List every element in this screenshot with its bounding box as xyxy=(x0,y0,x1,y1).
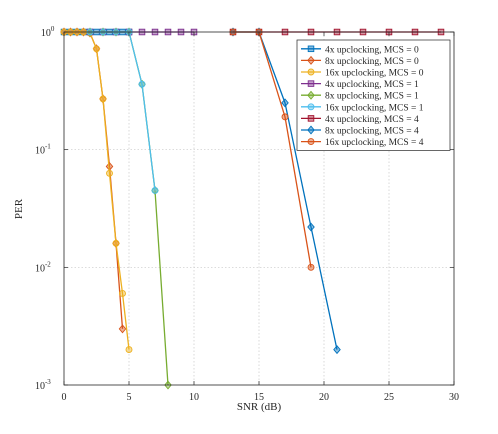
legend-marker xyxy=(307,90,315,100)
data-point xyxy=(99,95,107,103)
legend-entry: 8x upclocking, MCS = 1 xyxy=(301,90,419,102)
y-tick-label: 10-2 xyxy=(35,260,51,274)
legend-label: 8x upclocking, MCS = 0 xyxy=(325,57,419,67)
x-tick-label: 0 xyxy=(62,392,67,403)
data-point xyxy=(118,324,127,334)
legend-entry: 16x upclocking, MCS = 0 xyxy=(301,69,424,79)
data-point xyxy=(112,239,120,247)
y-tick-exponent: -3 xyxy=(45,378,51,386)
legend-label: 16x upclocking, MCS = 4 xyxy=(325,138,424,148)
data-point xyxy=(281,98,289,108)
legend-entry: 8x upclocking, MCS = 0 xyxy=(301,55,419,67)
grid xyxy=(64,32,454,385)
data-point xyxy=(151,187,159,194)
legend-box xyxy=(296,39,451,151)
data-point xyxy=(138,80,146,88)
data-point xyxy=(151,185,159,195)
y-tick-mantissa: 10 xyxy=(35,263,45,274)
legend-entry: 4x upclocking, MCS = 4 xyxy=(301,115,419,125)
legend-label: 16x upclocking, MCS = 1 xyxy=(325,103,424,113)
x-tick-label: 15 xyxy=(254,392,264,403)
data-point xyxy=(125,346,133,354)
legend-entry: 16x upclocking, MCS = 1 xyxy=(301,103,424,113)
y-tick-exponent: -2 xyxy=(45,260,51,268)
data-point xyxy=(106,169,113,177)
data-point xyxy=(307,263,315,271)
y-tick-mantissa: 10 xyxy=(41,28,51,39)
legend-marker xyxy=(307,80,315,87)
y-axis-label: PER xyxy=(13,198,25,219)
data-point xyxy=(281,113,289,121)
y-tick-mantissa: 10 xyxy=(35,146,45,157)
data-point xyxy=(307,222,315,232)
legend-marker xyxy=(307,55,315,65)
legend-marker xyxy=(307,125,315,135)
legend-label: 4x upclocking, MCS = 4 xyxy=(325,115,419,125)
y-tick-label: 10-1 xyxy=(35,143,51,157)
legend: 4x upclocking, MCS = 0 8x upclocking, MCS… xyxy=(296,39,451,151)
legend-label: 16x upclocking, MCS = 0 xyxy=(325,69,424,79)
legend-entry: 16x upclocking, MCS = 4 xyxy=(301,138,424,148)
data-point xyxy=(333,345,341,355)
legend-marker xyxy=(307,138,315,146)
legend-marker xyxy=(307,45,315,53)
y-tick-mantissa: 10 xyxy=(35,381,45,392)
legend-label: 4x upclocking, MCS = 0 xyxy=(325,45,419,55)
legend-entry: 8x upclocking, MCS = 4 xyxy=(301,125,419,137)
x-axis-label: SNR (dB) xyxy=(237,401,282,413)
legend-entry: 4x upclocking, MCS = 0 xyxy=(301,45,419,55)
x-tick-label: 30 xyxy=(449,392,459,403)
legend-label: 8x upclocking, MCS = 1 xyxy=(325,92,419,102)
legend-marker xyxy=(307,103,315,111)
legend-marker xyxy=(307,115,315,122)
x-tick-label: 10 xyxy=(189,392,199,403)
x-tick-label: 20 xyxy=(319,392,329,403)
data-point xyxy=(119,289,126,297)
y-tick-exponent: 0 xyxy=(51,25,55,33)
data-point xyxy=(93,45,100,53)
x-tick-label: 5 xyxy=(127,392,132,403)
y-tick-label: 10-3 xyxy=(35,378,51,392)
legend-label: 8x upclocking, MCS = 4 xyxy=(325,127,419,137)
legend-marker xyxy=(307,68,315,76)
legend-label: 4x upclocking, MCS = 1 xyxy=(325,80,419,90)
y-tick-label: 100 xyxy=(41,25,55,39)
y-tick-exponent: -1 xyxy=(45,143,51,151)
legend-entry: 4x upclocking, MCS = 1 xyxy=(301,80,419,90)
x-tick-label: 25 xyxy=(384,392,394,403)
